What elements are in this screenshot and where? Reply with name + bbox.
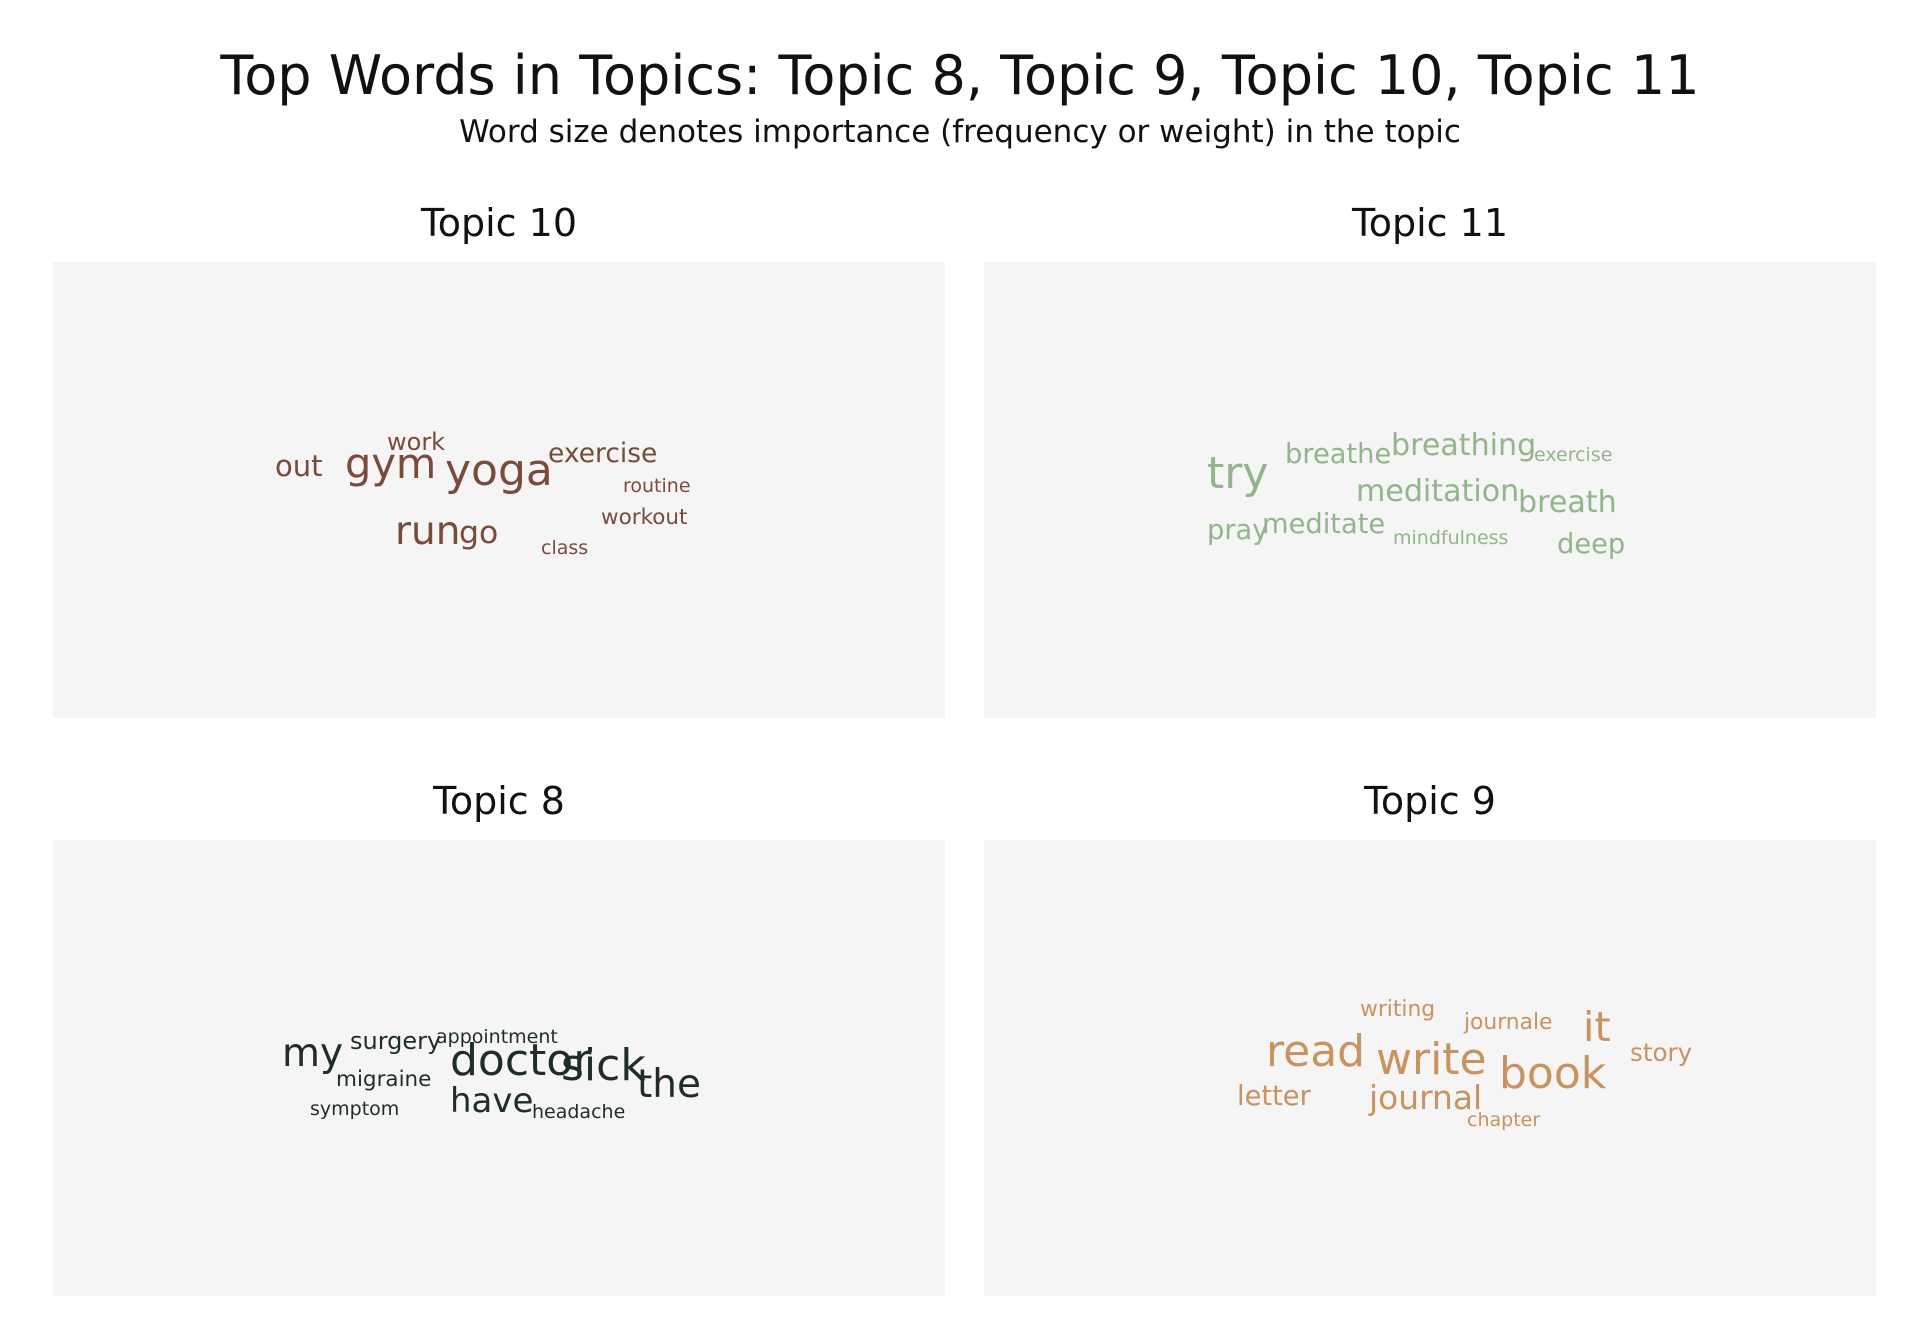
- word-gym: gym: [345, 439, 436, 488]
- word-breathe: breathe: [1285, 439, 1391, 470]
- panel-title-topic-10: Topic 10: [420, 201, 577, 245]
- wordcloud-panel-topic-10: yoga gym run go out exercise work workout routin…: [53, 262, 945, 718]
- word-deep: deep: [1557, 529, 1625, 560]
- word-journal: journal: [1368, 1078, 1482, 1117]
- word-routine: routine: [623, 475, 691, 497]
- word-story: story: [1630, 1038, 1692, 1067]
- word-read: read: [1266, 1026, 1365, 1077]
- word-pray: pray: [1207, 515, 1268, 546]
- panel-title-topic-11: Topic 11: [1351, 201, 1508, 245]
- page-subtitle: Word size denotes importance (frequency …: [459, 114, 1461, 150]
- word-run: run: [395, 509, 460, 554]
- word-symptom: symptom: [310, 1098, 399, 1120]
- word-it: it: [1583, 1003, 1611, 1051]
- word-writing: writing: [1360, 997, 1435, 1022]
- word-class: class: [541, 537, 588, 559]
- panel-title-topic-9: Topic 9: [1364, 779, 1496, 823]
- word-workout: workout: [601, 505, 687, 530]
- word-my: my: [282, 1031, 343, 1076]
- word-mindfulness: mindfulness: [1393, 527, 1508, 549]
- word-book: book: [1499, 1048, 1607, 1099]
- word-exercise: exercise: [548, 438, 657, 469]
- word-yoga: yoga: [445, 445, 553, 496]
- wordcloud-panel-topic-9: read write book it journal letter story writing…: [984, 840, 1876, 1296]
- word-go: go: [459, 515, 498, 551]
- word-doctor: doctor: [450, 1035, 592, 1086]
- page-title: Top Words in Topics: Topic 8, Topic 9, T…: [220, 44, 1700, 107]
- word-letter: letter: [1237, 1081, 1312, 1112]
- word-try: try: [1207, 448, 1268, 499]
- word-exercise: exercise: [1534, 444, 1612, 466]
- wordcloud-svg: try meditationbreathbreathingbreathepraym…: [1207, 428, 1625, 560]
- word-surgery: surgery: [350, 1027, 441, 1055]
- word-meditate: meditate: [1262, 509, 1385, 540]
- word-write: write: [1376, 1034, 1487, 1085]
- word-work: work: [387, 428, 445, 456]
- word-appointment: appointment: [436, 1026, 558, 1048]
- word-headache: headache: [532, 1101, 625, 1123]
- panel-title-topic-8: Topic 8: [433, 779, 565, 823]
- word-breathing: breathing: [1391, 428, 1536, 463]
- wordcloud-panel-topic-11: try meditation breath breathing breathe pray m…: [984, 262, 1876, 718]
- word-meditation: meditation: [1356, 474, 1519, 509]
- word-sick: sick: [561, 1040, 646, 1091]
- word-out: out: [275, 449, 323, 483]
- word-breath: breath: [1518, 485, 1617, 520]
- word-journale: journale: [1463, 1010, 1552, 1035]
- wordcloud-panel-topic-8: doctor sick my the have surgery migraine appoin…: [53, 840, 945, 1296]
- word-migraine: migraine: [336, 1067, 431, 1092]
- word-the: the: [637, 1062, 701, 1107]
- word-chapter: chapter: [1467, 1109, 1540, 1131]
- word-have: have: [450, 1081, 533, 1121]
